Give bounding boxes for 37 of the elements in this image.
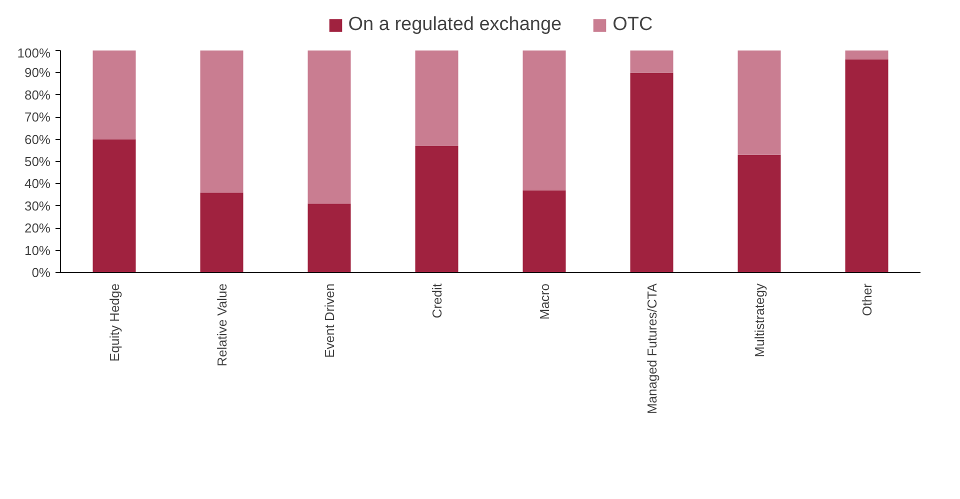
y-tick-label: 70% bbox=[24, 110, 51, 125]
bar bbox=[308, 204, 351, 272]
x-tick-label: Managed Futures/CTA bbox=[644, 283, 660, 414]
x-tick-label: Event Driven bbox=[322, 284, 337, 358]
bar bbox=[845, 50, 888, 60]
y-tick-label: 30% bbox=[24, 198, 51, 214]
bar bbox=[630, 50, 674, 73]
x-tick-label: Relative Value bbox=[214, 283, 230, 366]
bar bbox=[522, 190, 566, 272]
y-tick-label: 50% bbox=[24, 154, 51, 169]
x-tick-label: Credit bbox=[429, 283, 444, 318]
y-tick-label: 40% bbox=[24, 176, 51, 192]
bar bbox=[308, 50, 351, 204]
x-tick-label: Equity Hedge bbox=[106, 283, 122, 362]
bar bbox=[415, 50, 458, 146]
bar bbox=[522, 50, 566, 190]
bar bbox=[200, 192, 244, 272]
x-tick-label: Other bbox=[859, 282, 874, 316]
bar bbox=[415, 146, 458, 272]
bar bbox=[92, 139, 136, 272]
bar bbox=[92, 50, 136, 140]
y-tick-label: 20% bbox=[24, 220, 51, 236]
y-tick-label: 80% bbox=[24, 87, 51, 102]
y-tick-label: 0% bbox=[32, 265, 51, 280]
bar bbox=[845, 59, 888, 272]
y-tick-label: 90% bbox=[24, 65, 51, 80]
bar bbox=[200, 50, 244, 193]
x-tick-label: Macro bbox=[536, 283, 552, 320]
bar bbox=[738, 50, 781, 155]
legend-label: OTC bbox=[612, 14, 653, 36]
y-tick-label: 100% bbox=[17, 46, 51, 60]
y-tick-label: 60% bbox=[24, 132, 51, 147]
x-tick-label: Multistrategy bbox=[752, 283, 767, 358]
legend-label: On a regulated exchange bbox=[348, 14, 562, 36]
y-tick-label: 10% bbox=[24, 242, 51, 258]
bar bbox=[630, 72, 674, 272]
bar bbox=[738, 154, 781, 272]
